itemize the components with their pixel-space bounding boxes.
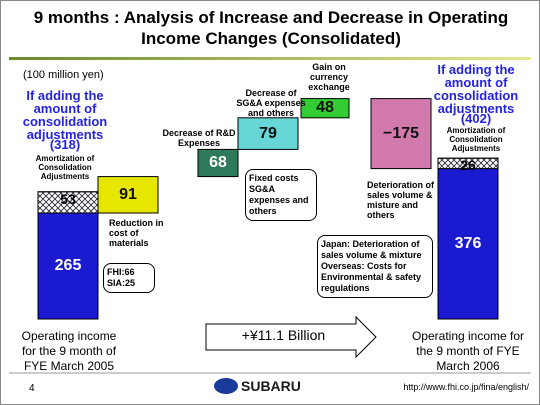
end-note: If adding the amount of consolidation ad… <box>433 62 519 116</box>
end-adjustment-label: Amortization of Consolidation Adjustment… <box>446 126 506 153</box>
logo: SUBARU <box>241 378 301 394</box>
value-label: −175 <box>382 124 420 142</box>
total-outline <box>437 157 499 320</box>
callout-line: Japan: Deterioration of sales volume & m… <box>321 239 422 260</box>
callout: Fixed costs SG&A expenses and others <box>245 169 317 221</box>
title-rule <box>9 57 531 60</box>
end-total: (402) <box>460 111 492 126</box>
adjustment-value: 53 <box>60 190 76 207</box>
start-total: (318) <box>49 137 81 152</box>
step-bar <box>237 117 299 150</box>
callout: Japan: Deterioration of sales volume & m… <box>317 235 433 298</box>
bar <box>37 212 99 320</box>
start-adjustment-label: Amortization of Consolidation Adjustment… <box>35 154 95 181</box>
end-label: Operating income for the 9 month of FYE … <box>411 329 525 373</box>
step-name: Decrease of SG&A expenses and others <box>236 88 306 118</box>
step-name: Decrease of R&D Expenses <box>162 128 236 148</box>
start-label: Operating income for the 9 month of FYE … <box>21 329 117 373</box>
step-bar <box>197 148 239 178</box>
step-bar <box>97 176 159 214</box>
start-note: If adding the amount of consolidation ad… <box>22 88 108 142</box>
value-label: 79 <box>259 124 277 142</box>
unit: (100 million yen) <box>23 69 104 81</box>
callout-line: FHI:66 <box>107 267 135 277</box>
adjustment-value: 26 <box>460 157 476 174</box>
callout: FHI:66 SIA:25 <box>103 263 155 293</box>
arrow-label: +¥11.1 Billion <box>241 327 326 343</box>
url: http://www.fhi.co.jp/fina/english/ <box>403 382 529 392</box>
value-label: 265 <box>54 257 82 274</box>
title: 9 months : Analysis of Increase and Decr… <box>33 8 509 48</box>
step-name: Reduction in cost of materials <box>109 218 164 248</box>
step-bar <box>300 98 350 119</box>
page-number: 4 <box>29 383 35 394</box>
logo-mark <box>214 378 238 394</box>
value-label: 68 <box>209 154 227 171</box>
value-label: 91 <box>119 185 137 203</box>
total-outline <box>37 191 99 320</box>
value-label: 48 <box>316 99 334 117</box>
callout-line: Overseas: Costs for Environmental & safe… <box>321 261 422 293</box>
arrow <box>205 315 377 359</box>
callout-line: SIA:25 <box>107 278 136 288</box>
step-name: Deterioration of sales volume & misture … <box>367 180 435 220</box>
value-label: 376 <box>454 234 482 252</box>
callout-line: Fixed costs SG&A expenses and others <box>249 173 309 216</box>
step-name: Gain on currency exchange <box>308 62 350 92</box>
step-bar <box>370 98 432 170</box>
